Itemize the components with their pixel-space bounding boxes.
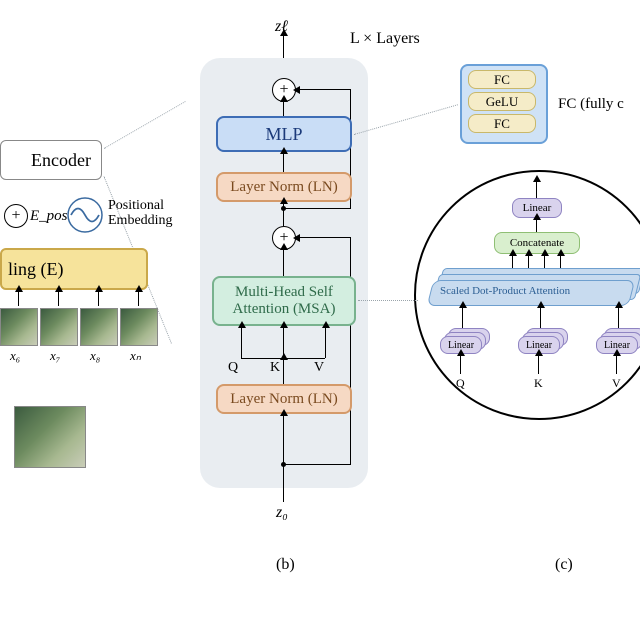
- panel-c-label: (c): [555, 556, 573, 574]
- arrow-ln1-bus: [283, 360, 284, 384]
- c-arrQ-up: [462, 308, 463, 328]
- fc-row-1: GeLU: [468, 92, 536, 111]
- patch-thumb-2: [40, 308, 78, 346]
- v-label: V: [314, 360, 324, 376]
- fc-caption: FC (fully c: [558, 96, 624, 113]
- skip-bot-h: [296, 237, 350, 238]
- arrow-ln2-mlp: [283, 154, 284, 172]
- skip-bot-v: [350, 237, 351, 465]
- skip-bot-tap: [284, 464, 350, 465]
- x6: x₆: [10, 348, 20, 364]
- sine-icon: [66, 196, 104, 234]
- emb-arr-4: [138, 292, 139, 306]
- x7: x₇: [50, 348, 60, 364]
- c-arrV-up: [618, 308, 619, 328]
- k-label: K: [270, 360, 280, 376]
- c-arrow-out: [536, 182, 537, 198]
- skip-bot-arrowhead: [293, 234, 300, 242]
- emb-arr-2: [58, 292, 59, 306]
- msa-block: Multi-Head Self Attention (MSA): [212, 276, 356, 326]
- c-K: K: [534, 376, 543, 391]
- x8: x₈: [90, 348, 100, 364]
- patch-thumb-3: [80, 308, 118, 346]
- skip-top-arrowhead: [293, 86, 300, 94]
- fc-row-0: FC: [468, 70, 536, 89]
- q-label: Q: [228, 360, 238, 376]
- c-arr-lin-concat: [536, 220, 537, 232]
- c-arrK-up: [540, 308, 541, 328]
- arrow-v: [325, 328, 326, 358]
- arrow-q: [241, 328, 242, 358]
- input-symbol: z₀: [276, 504, 288, 522]
- epos-label: E_pos: [30, 208, 68, 225]
- patch-thumb-large: [14, 406, 86, 468]
- skip-top-tap: [284, 208, 350, 209]
- arrow-plus2-ln2: [283, 204, 284, 226]
- emb-arr-3: [98, 292, 99, 306]
- encoder-box: Encoder: [0, 140, 102, 180]
- xn: xₙ: [130, 348, 141, 364]
- dotted-mlp-fc: [354, 104, 458, 135]
- pos-emb-label: Positional Embedding: [108, 198, 173, 229]
- panel-b-label: (b): [276, 556, 295, 574]
- oplus-left: +: [4, 204, 28, 228]
- fc-row-2: FC: [468, 114, 536, 133]
- arrow-plus-mlp: [283, 102, 284, 116]
- patch-thumb-1: [0, 308, 38, 346]
- c-Q: Q: [456, 376, 465, 391]
- c-concat: Concatenate: [494, 232, 580, 254]
- emb-arr-1: [18, 292, 19, 306]
- c-arrQ-in: [460, 356, 461, 374]
- c-arrK-in: [538, 356, 539, 374]
- c-V: V: [612, 376, 621, 391]
- dotted-msa-circle: [358, 300, 418, 301]
- c-sdp-text: Scaled Dot-Product Attention: [440, 285, 570, 297]
- top-label: L × Layers: [350, 30, 420, 48]
- arrow-msa-plus: [283, 250, 284, 276]
- dotted-top: [104, 101, 186, 149]
- patch-thumb-4: [120, 308, 158, 346]
- c-arrV-in: [616, 356, 617, 374]
- embedding-box: ling (E): [0, 248, 148, 290]
- skip-top-h: [296, 89, 350, 90]
- arrow-in-ln1: [283, 416, 284, 502]
